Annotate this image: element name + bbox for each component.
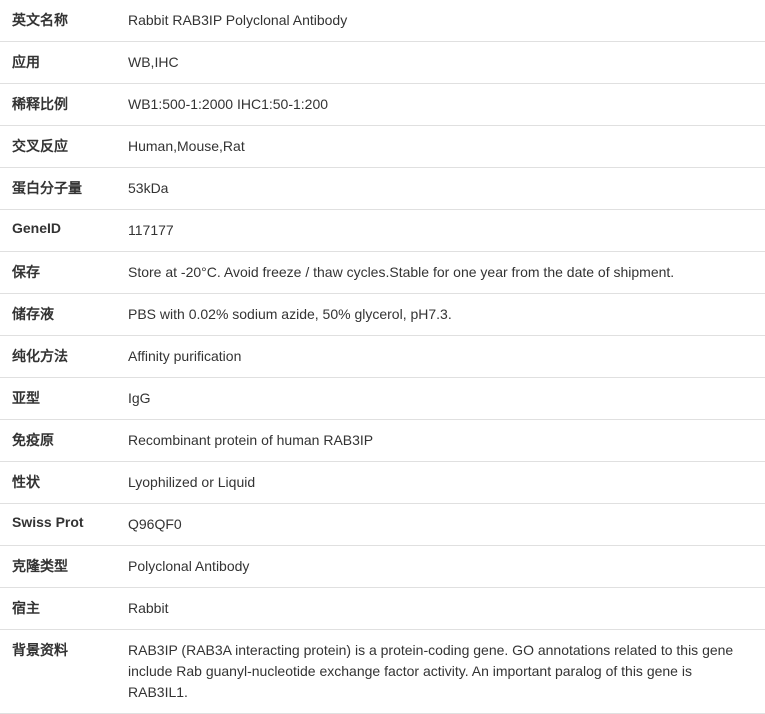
- row-label: Swiss Prot: [0, 504, 120, 546]
- row-value: WB,IHC: [120, 42, 765, 84]
- table-row: 保存 Store at -20°C. Avoid freeze / thaw c…: [0, 252, 765, 294]
- row-label: 交叉反应: [0, 126, 120, 168]
- table-row: 背景资料 RAB3IP (RAB3A interacting protein) …: [0, 630, 765, 714]
- row-value: 117177: [120, 210, 765, 252]
- row-value: Q96QF0: [120, 504, 765, 546]
- row-label: 宿主: [0, 588, 120, 630]
- table-row: 交叉反应 Human,Mouse,Rat: [0, 126, 765, 168]
- row-value: Store at -20°C. Avoid freeze / thaw cycl…: [120, 252, 765, 294]
- table-row: 蛋白分子量 53kDa: [0, 168, 765, 210]
- row-value: WB1:500-1:2000 IHC1:50-1:200: [120, 84, 765, 126]
- row-value: Rabbit RAB3IP Polyclonal Antibody: [120, 0, 765, 42]
- spec-table-body: 英文名称 Rabbit RAB3IP Polyclonal Antibody 应…: [0, 0, 765, 714]
- table-row: Swiss Prot Q96QF0: [0, 504, 765, 546]
- row-label: 保存: [0, 252, 120, 294]
- row-value: Affinity purification: [120, 336, 765, 378]
- spec-table: 英文名称 Rabbit RAB3IP Polyclonal Antibody 应…: [0, 0, 765, 714]
- row-value: Rabbit: [120, 588, 765, 630]
- row-label: GeneID: [0, 210, 120, 252]
- row-label: 克隆类型: [0, 546, 120, 588]
- table-row: 宿主 Rabbit: [0, 588, 765, 630]
- row-label: 背景资料: [0, 630, 120, 714]
- row-value: Recombinant protein of human RAB3IP: [120, 420, 765, 462]
- row-label: 亚型: [0, 378, 120, 420]
- table-row: 克隆类型 Polyclonal Antibody: [0, 546, 765, 588]
- table-row: 纯化方法 Affinity purification: [0, 336, 765, 378]
- row-value: IgG: [120, 378, 765, 420]
- row-label: 性状: [0, 462, 120, 504]
- row-label: 蛋白分子量: [0, 168, 120, 210]
- row-label: 储存液: [0, 294, 120, 336]
- row-value: Polyclonal Antibody: [120, 546, 765, 588]
- table-row: 性状 Lyophilized or Liquid: [0, 462, 765, 504]
- row-label: 英文名称: [0, 0, 120, 42]
- table-row: 应用 WB,IHC: [0, 42, 765, 84]
- row-label: 免疫原: [0, 420, 120, 462]
- table-row: 英文名称 Rabbit RAB3IP Polyclonal Antibody: [0, 0, 765, 42]
- row-label: 稀释比例: [0, 84, 120, 126]
- row-value: Human,Mouse,Rat: [120, 126, 765, 168]
- row-value: RAB3IP (RAB3A interacting protein) is a …: [120, 630, 765, 714]
- row-value: Lyophilized or Liquid: [120, 462, 765, 504]
- table-row: 储存液 PBS with 0.02% sodium azide, 50% gly…: [0, 294, 765, 336]
- row-label: 纯化方法: [0, 336, 120, 378]
- row-value: 53kDa: [120, 168, 765, 210]
- table-row: 亚型 IgG: [0, 378, 765, 420]
- table-row: 稀释比例 WB1:500-1:2000 IHC1:50-1:200: [0, 84, 765, 126]
- table-row: GeneID 117177: [0, 210, 765, 252]
- table-row: 免疫原 Recombinant protein of human RAB3IP: [0, 420, 765, 462]
- row-label: 应用: [0, 42, 120, 84]
- row-value: PBS with 0.02% sodium azide, 50% glycero…: [120, 294, 765, 336]
